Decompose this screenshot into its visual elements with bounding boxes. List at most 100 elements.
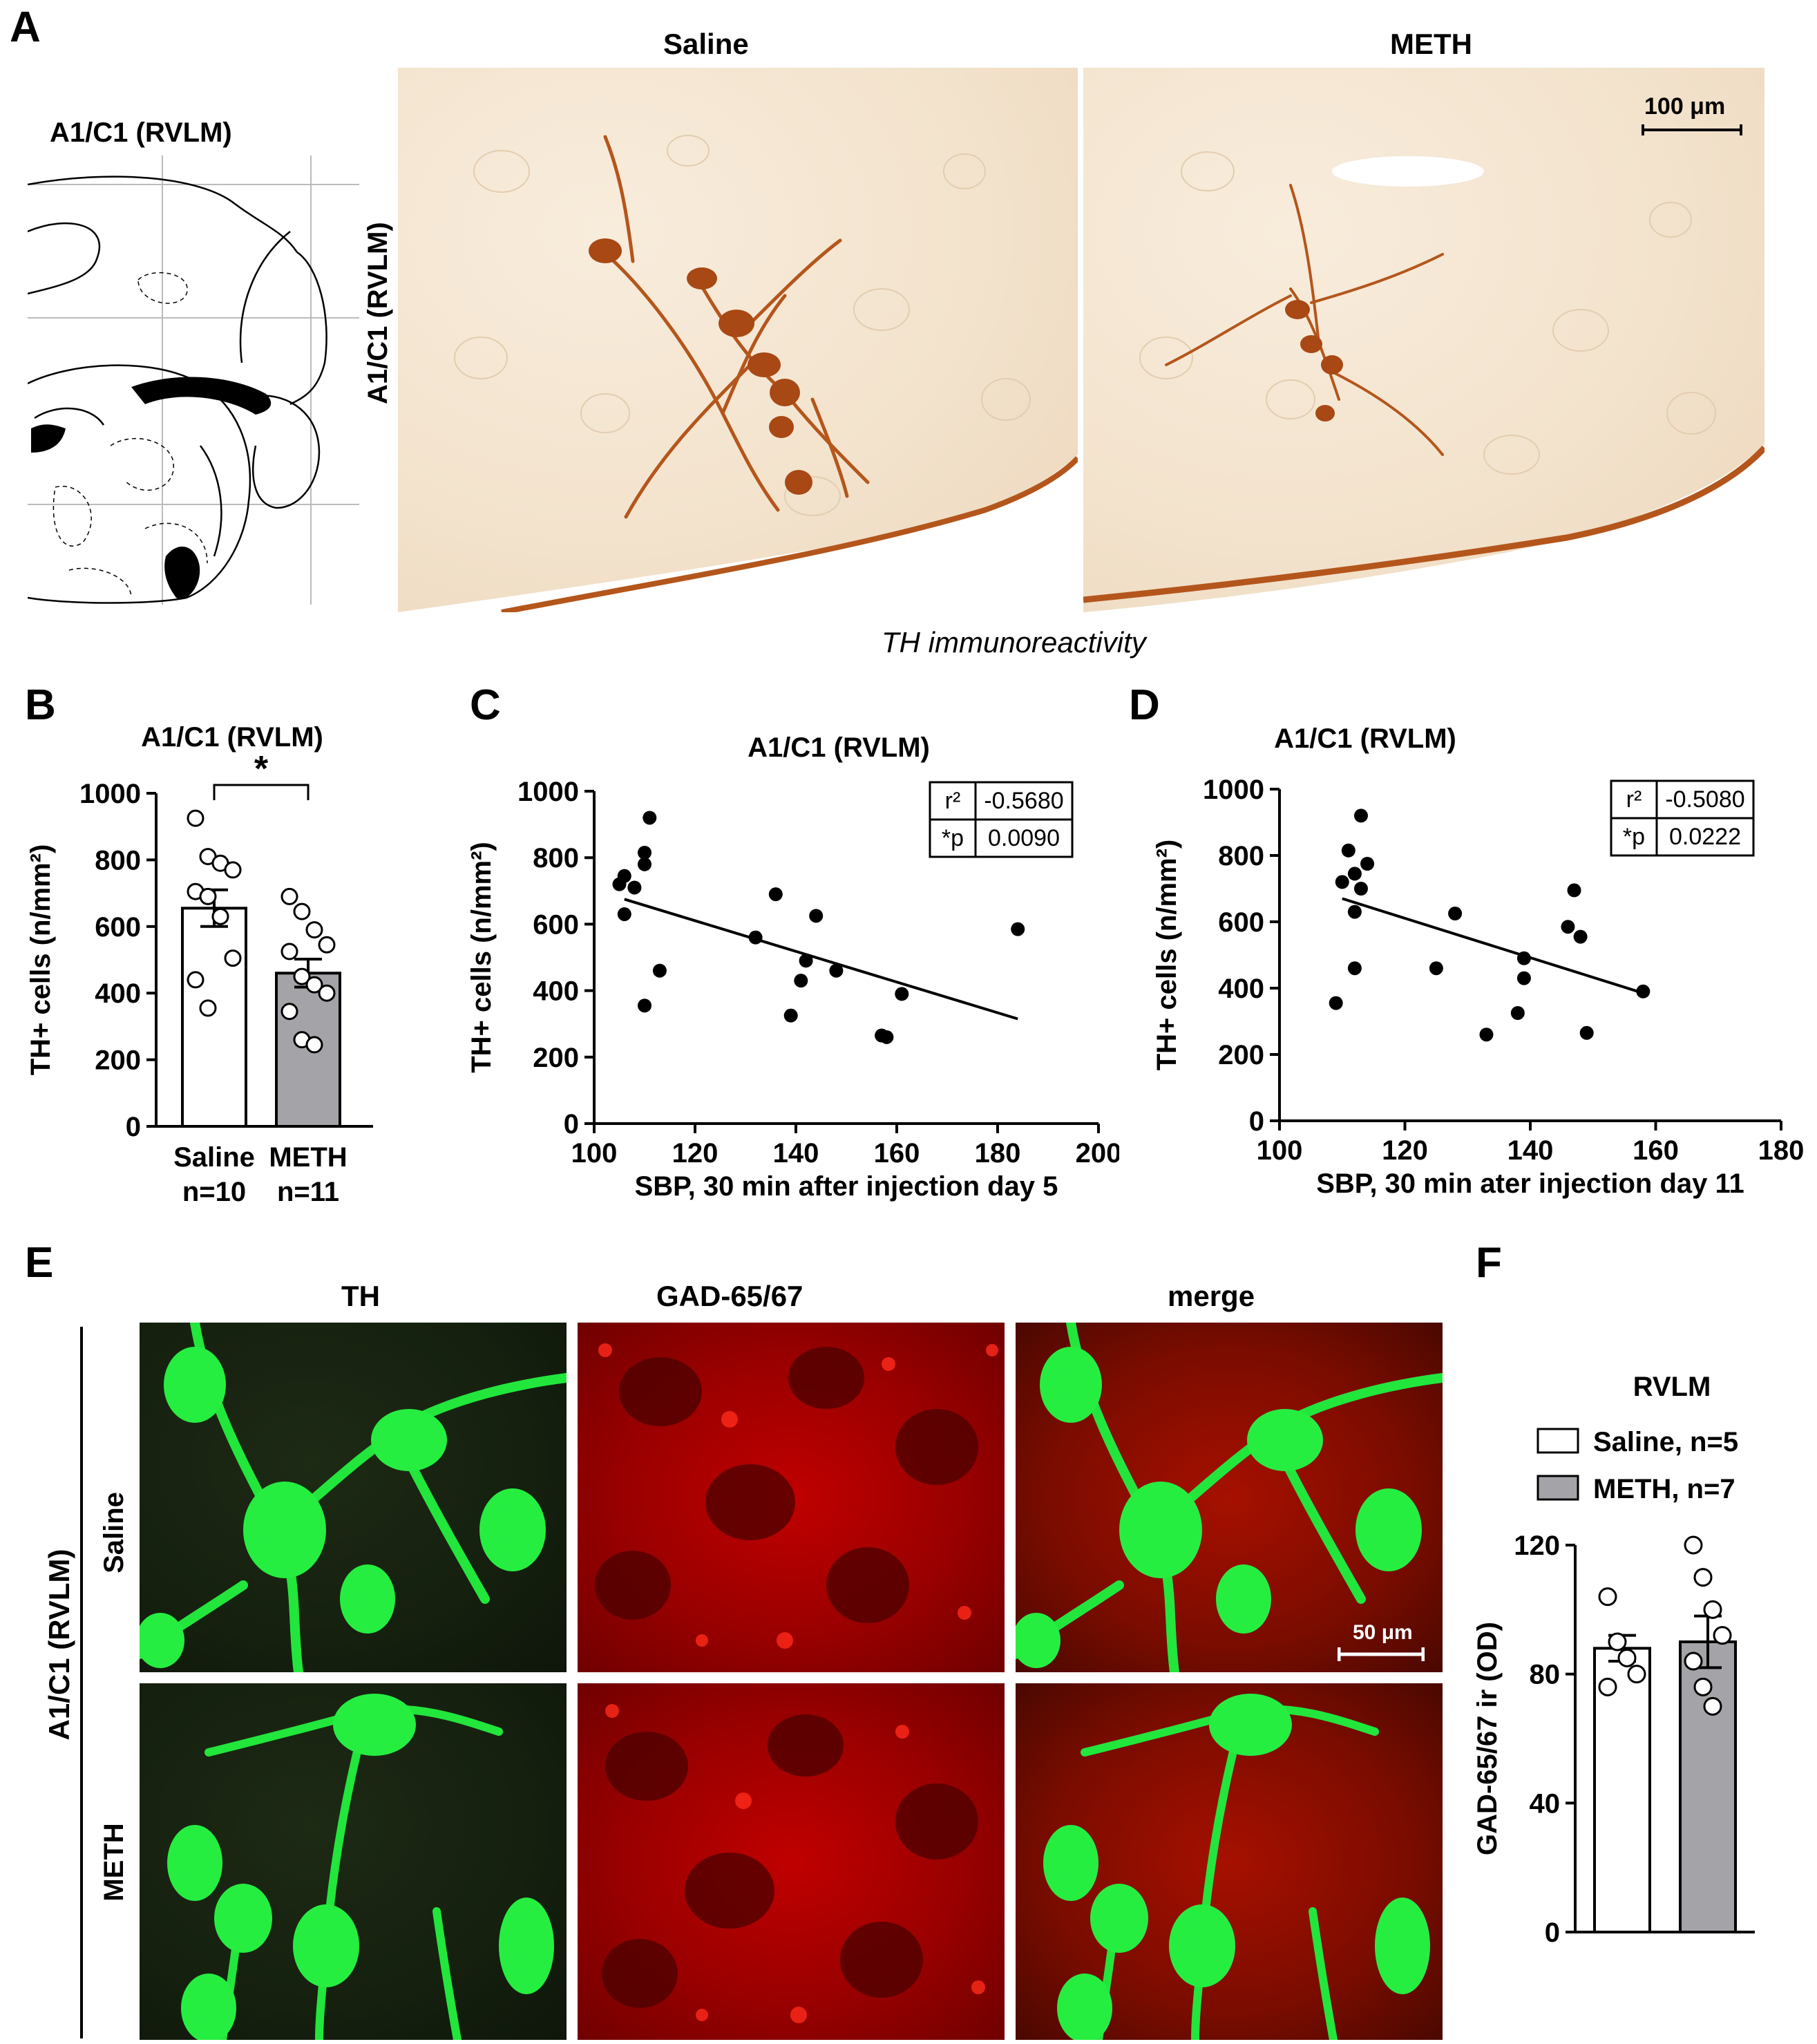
data-point (617, 869, 631, 883)
data-point (1341, 843, 1355, 858)
data-point (280, 943, 298, 961)
data-point (1516, 951, 1531, 965)
y-tick-label: 400 (533, 976, 579, 1007)
y-tick-label: 200 (95, 1045, 141, 1076)
data-point (1598, 1677, 1617, 1696)
fluor-merge-saline (1016, 1323, 1443, 1672)
x-axis-label: SBP, 30 min ater injection day 11 (1316, 1168, 1744, 1199)
x-axis-label: SBP, 30 min after injection day 5 (635, 1171, 1058, 1202)
data-point (1713, 1626, 1732, 1645)
legend-label: Saline, n=5 (1593, 1427, 1738, 1457)
ihc-caption: TH immunoreactivity (882, 626, 1146, 659)
data-point (187, 971, 204, 989)
y-tick-label: 200 (533, 1043, 579, 1073)
x-tick-label: 140 (1507, 1135, 1554, 1166)
y-tick-label: 120 (1514, 1531, 1560, 1561)
data-point (1335, 875, 1349, 889)
x-tick-label: 180 (975, 1138, 1021, 1168)
data-point (783, 1008, 798, 1023)
panel-e-row-bracket (80, 1327, 83, 2038)
data-point (1479, 1028, 1494, 1042)
stats-label: *p (942, 825, 964, 851)
x-tick-label: 160 (1633, 1135, 1679, 1166)
data-point (1579, 1025, 1594, 1040)
x-tick-label: 100 (571, 1138, 618, 1168)
panel-letter-f: F (1476, 1239, 1502, 1287)
chart-title: A1/C1 (RVLM) (141, 722, 323, 753)
data-point (652, 963, 667, 978)
y-tick-label: 40 (1530, 1788, 1561, 1819)
data-point (1693, 1677, 1713, 1696)
y-tick-label: 600 (95, 912, 141, 943)
panel-letter-c: C (470, 681, 501, 729)
fluor-gad-meth (578, 1683, 1005, 2040)
data-point (1567, 883, 1581, 898)
data-point (305, 976, 323, 994)
regression-line (1342, 897, 1644, 995)
panel-a-row-label: A1/C1 (RVLM) (363, 222, 393, 404)
stats-label: r² (945, 788, 961, 814)
fluor-th-meth (140, 1683, 567, 2040)
data-point (305, 921, 323, 939)
data-point (224, 949, 242, 967)
data-point (1598, 1587, 1617, 1607)
y-axis-label: GAD-65/67 ir (OD) (1472, 1622, 1503, 1855)
data-point (280, 1003, 298, 1021)
panel-e-col-merge: merge (1168, 1280, 1255, 1312)
panel-e-col-gad: GAD-65/67 (656, 1280, 803, 1312)
y-tick-label: 0 (1545, 1918, 1560, 1948)
panel-e-col-th: TH (341, 1280, 380, 1312)
y-tick-label: 0 (564, 1109, 579, 1139)
significance-bracket (213, 784, 310, 800)
x-tick-label: 200 (1076, 1138, 1119, 1168)
panel-e-row-label: A1/C1 (RVLM) (43, 1549, 75, 1741)
data-point (768, 887, 783, 902)
data-point (293, 902, 311, 920)
data-point (829, 963, 844, 978)
stats-value: 0.0222 (1669, 824, 1741, 850)
data-point (638, 999, 651, 1013)
y-tick-label: 600 (533, 909, 579, 940)
fluor-th-saline (140, 1323, 567, 1672)
data-point (895, 987, 909, 1001)
y-axis-label: TH+ cells (n/mm²) (466, 842, 497, 1073)
data-point (1627, 1665, 1646, 1684)
legend-label: METH, n=7 (1593, 1474, 1735, 1504)
y-tick-label: 1000 (79, 779, 141, 809)
panel-a-col-meth: METH (1390, 28, 1472, 60)
significance-star: * (254, 749, 269, 789)
scale-bar-100um (1642, 124, 1742, 135)
x-category-label: METH (269, 1142, 347, 1173)
data-point (305, 1036, 323, 1054)
stats-label: r² (1626, 786, 1642, 813)
panel-letter-a: A (10, 3, 41, 51)
y-axis-label: TH+ cells (n/mm²) (26, 844, 56, 1076)
chart-title: A1/C1 (RVLM) (1274, 723, 1456, 754)
data-point (1329, 996, 1343, 1010)
scale-bar-100um-label: 100 μm (1644, 93, 1726, 120)
data-point (1347, 867, 1362, 881)
data-point (318, 984, 336, 1002)
ihc-image-saline (398, 68, 1078, 612)
stats-value: -0.5080 (1665, 786, 1744, 813)
data-point (1608, 1632, 1627, 1652)
data-point (809, 909, 824, 923)
panel-e-row-saline: Saline (99, 1492, 129, 1573)
data-point (1703, 1600, 1722, 1619)
x-category-label: Saline (173, 1142, 255, 1173)
y-tick-label: 400 (1218, 974, 1264, 1004)
y-tick-label: 400 (95, 978, 141, 1009)
x-category-n: n=10 (182, 1177, 246, 1207)
data-point (280, 887, 298, 905)
panel-letter-d: D (1129, 681, 1160, 729)
x-tick-label: 160 (874, 1138, 920, 1168)
data-point (199, 887, 217, 905)
y-tick-label: 800 (95, 845, 141, 876)
data-point (1617, 1648, 1637, 1667)
data-point (1684, 1535, 1703, 1555)
data-point (1347, 905, 1362, 919)
data-point (1353, 808, 1368, 823)
data-point (879, 1030, 894, 1044)
data-point (1347, 961, 1362, 976)
data-point (1429, 961, 1443, 976)
